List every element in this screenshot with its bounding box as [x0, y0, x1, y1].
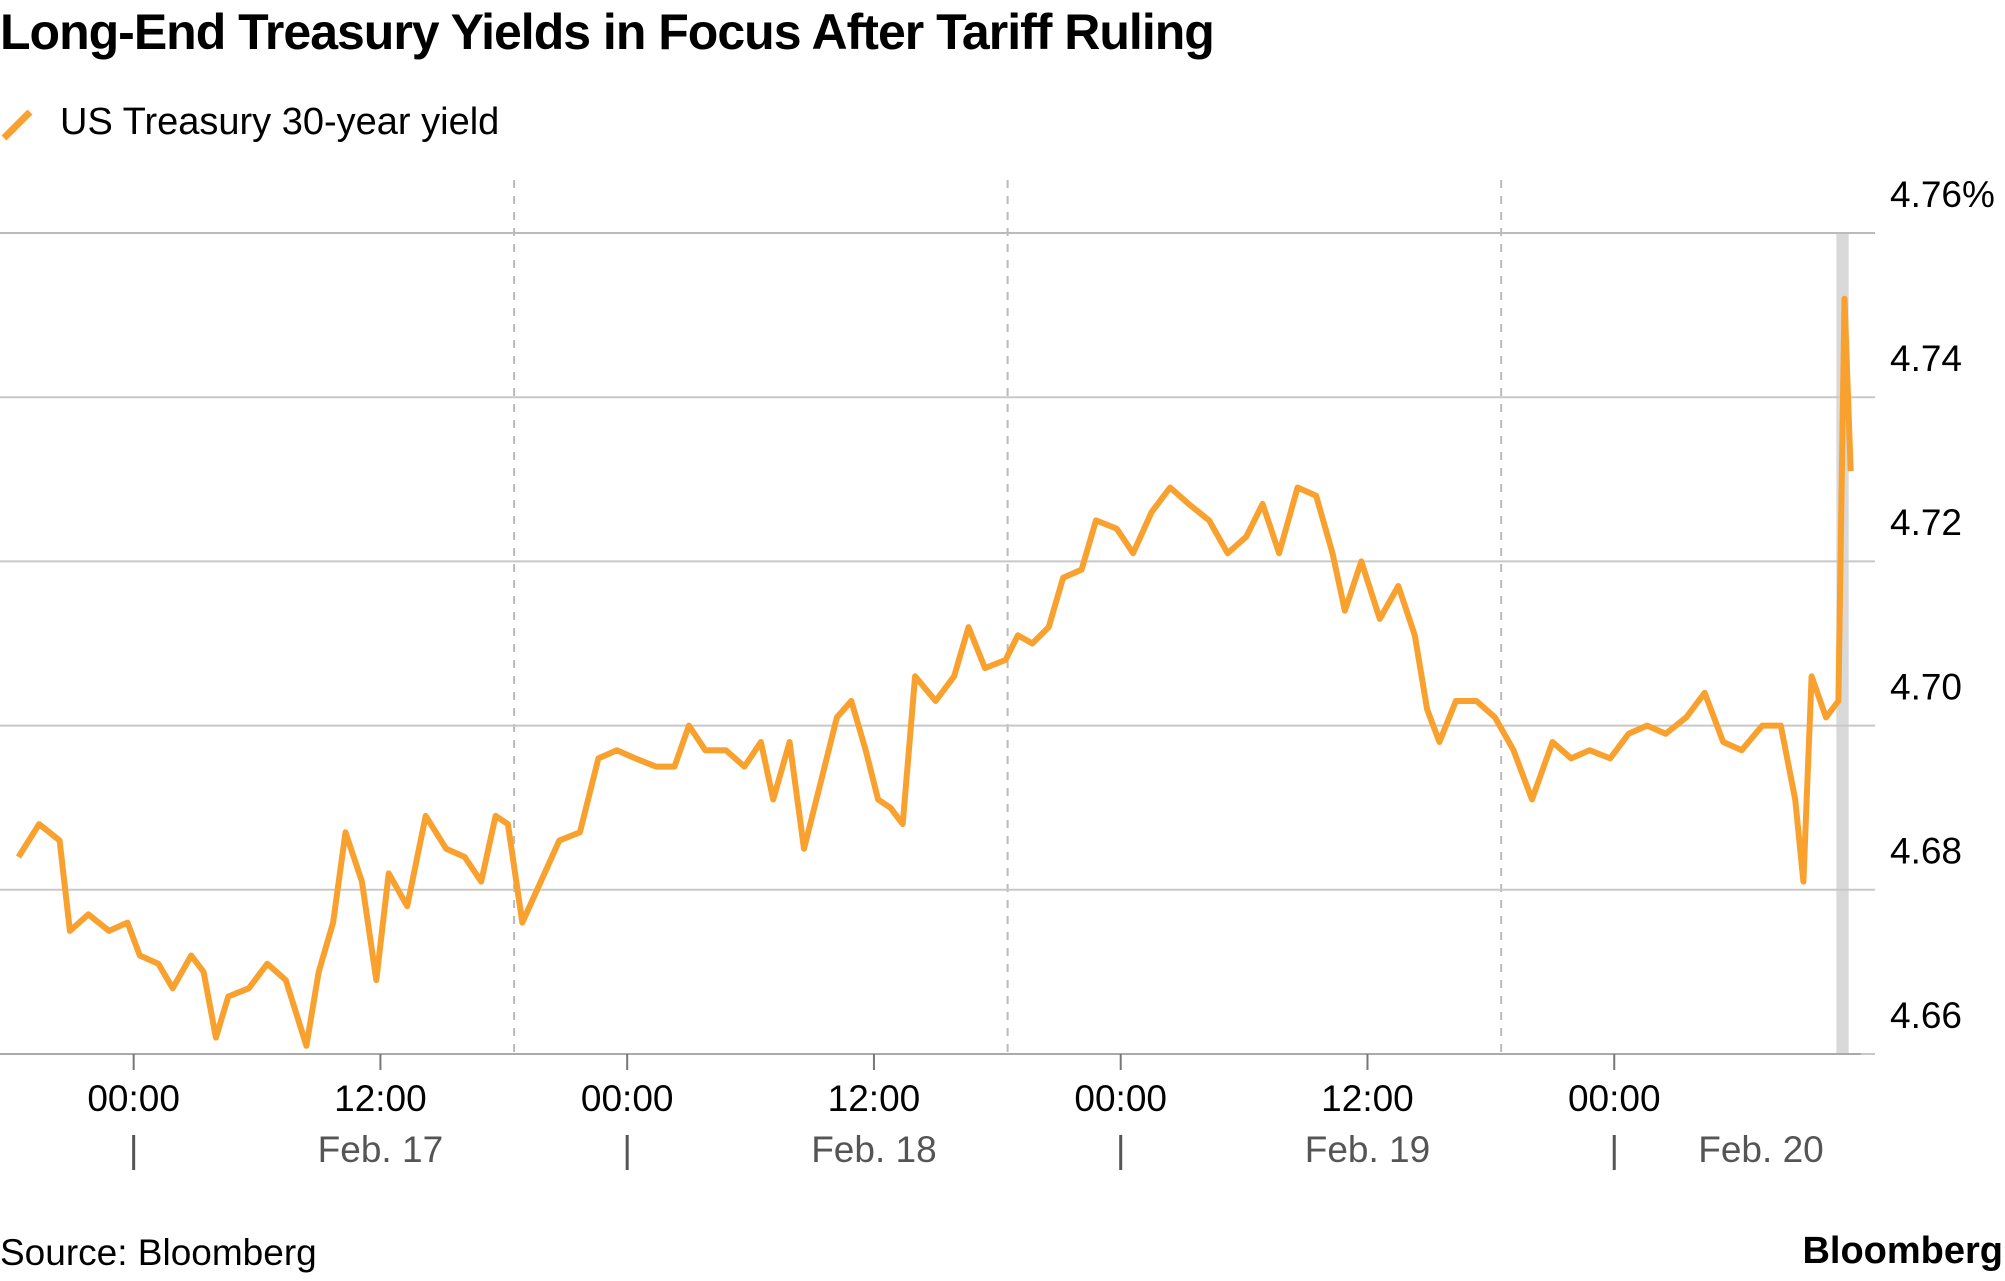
- day-label: Feb. 19: [1305, 1129, 1430, 1170]
- legend-swatch: [1, 109, 33, 141]
- x-tick-label: 12:00: [828, 1078, 921, 1119]
- y-tick-label: 4.76%: [1890, 174, 1995, 215]
- day-label: Feb. 18: [811, 1129, 936, 1170]
- source: Source: Bloomberg: [0, 1232, 317, 1273]
- data-line: [15, 295, 1854, 1049]
- brand: Bloomberg: [1802, 1230, 2003, 1272]
- y-tick-label: 4.66: [1890, 995, 1962, 1036]
- x-tick-label: 12:00: [334, 1078, 427, 1119]
- day-label: Feb. 17: [318, 1129, 443, 1170]
- y-tick-label: 4.70: [1890, 666, 1962, 707]
- legend-label: US Treasury 30-year yield: [60, 101, 499, 143]
- day-label: Feb. 20: [1698, 1129, 1823, 1170]
- x-tick-label: 12:00: [1321, 1078, 1414, 1119]
- x-tick-label: 00:00: [87, 1078, 180, 1119]
- x-tick-label: 00:00: [1074, 1078, 1167, 1119]
- y-tick-label: 4.74: [1890, 338, 1962, 379]
- x-tick-label: 00:00: [581, 1078, 674, 1119]
- x-tick-label: 00:00: [1568, 1078, 1661, 1119]
- y-tick-label: 4.68: [1890, 831, 1962, 872]
- chart-title: Long-End Treasury Yields in Focus After …: [0, 4, 1214, 60]
- y-tick-label: 4.72: [1890, 502, 1962, 543]
